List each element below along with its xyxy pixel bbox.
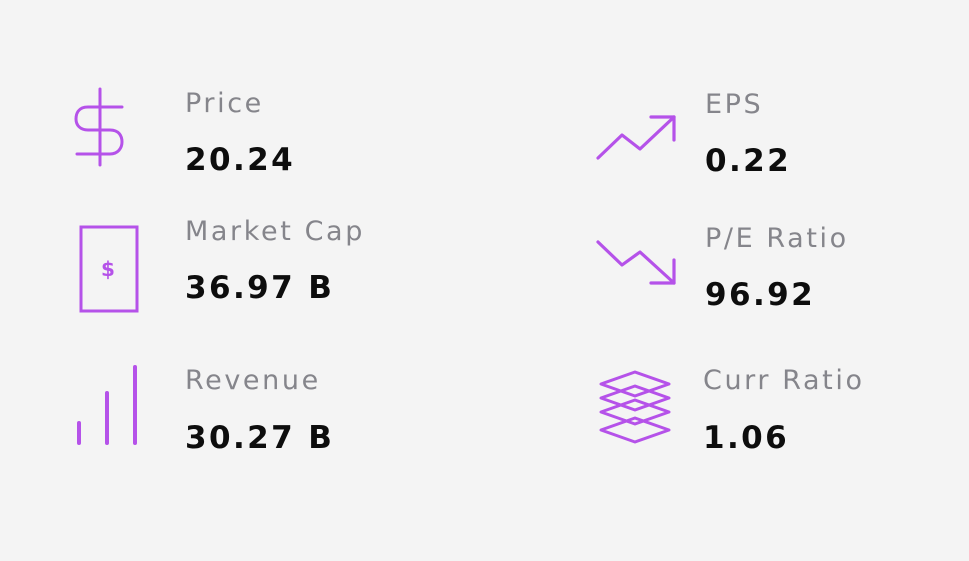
- pe-ratio-value: 96.92: [705, 277, 816, 313]
- market-cap-label: Market Cap: [185, 216, 365, 247]
- revenue-label: Revenue: [185, 365, 321, 396]
- price-value: 20.24: [185, 142, 296, 178]
- layers-icon: [597, 370, 673, 446]
- svg-text:$: $: [101, 257, 115, 281]
- eps-label: EPS: [705, 89, 764, 120]
- pe-ratio-label: P/E Ratio: [705, 223, 849, 254]
- curr-ratio-value: 1.06: [703, 420, 790, 456]
- revenue-value: 30.27 B: [185, 420, 335, 456]
- bar-chart-icon: [74, 363, 140, 447]
- trending-up-icon: [595, 113, 679, 163]
- banknote-icon: $: [79, 225, 139, 313]
- trending-down-icon: [595, 238, 679, 288]
- eps-value: 0.22: [705, 143, 792, 179]
- price-label: Price: [185, 88, 264, 119]
- curr-ratio-label: Curr Ratio: [703, 365, 865, 396]
- market-cap-value: 36.97 B: [185, 270, 335, 306]
- dollar-sign-icon: [72, 87, 128, 169]
